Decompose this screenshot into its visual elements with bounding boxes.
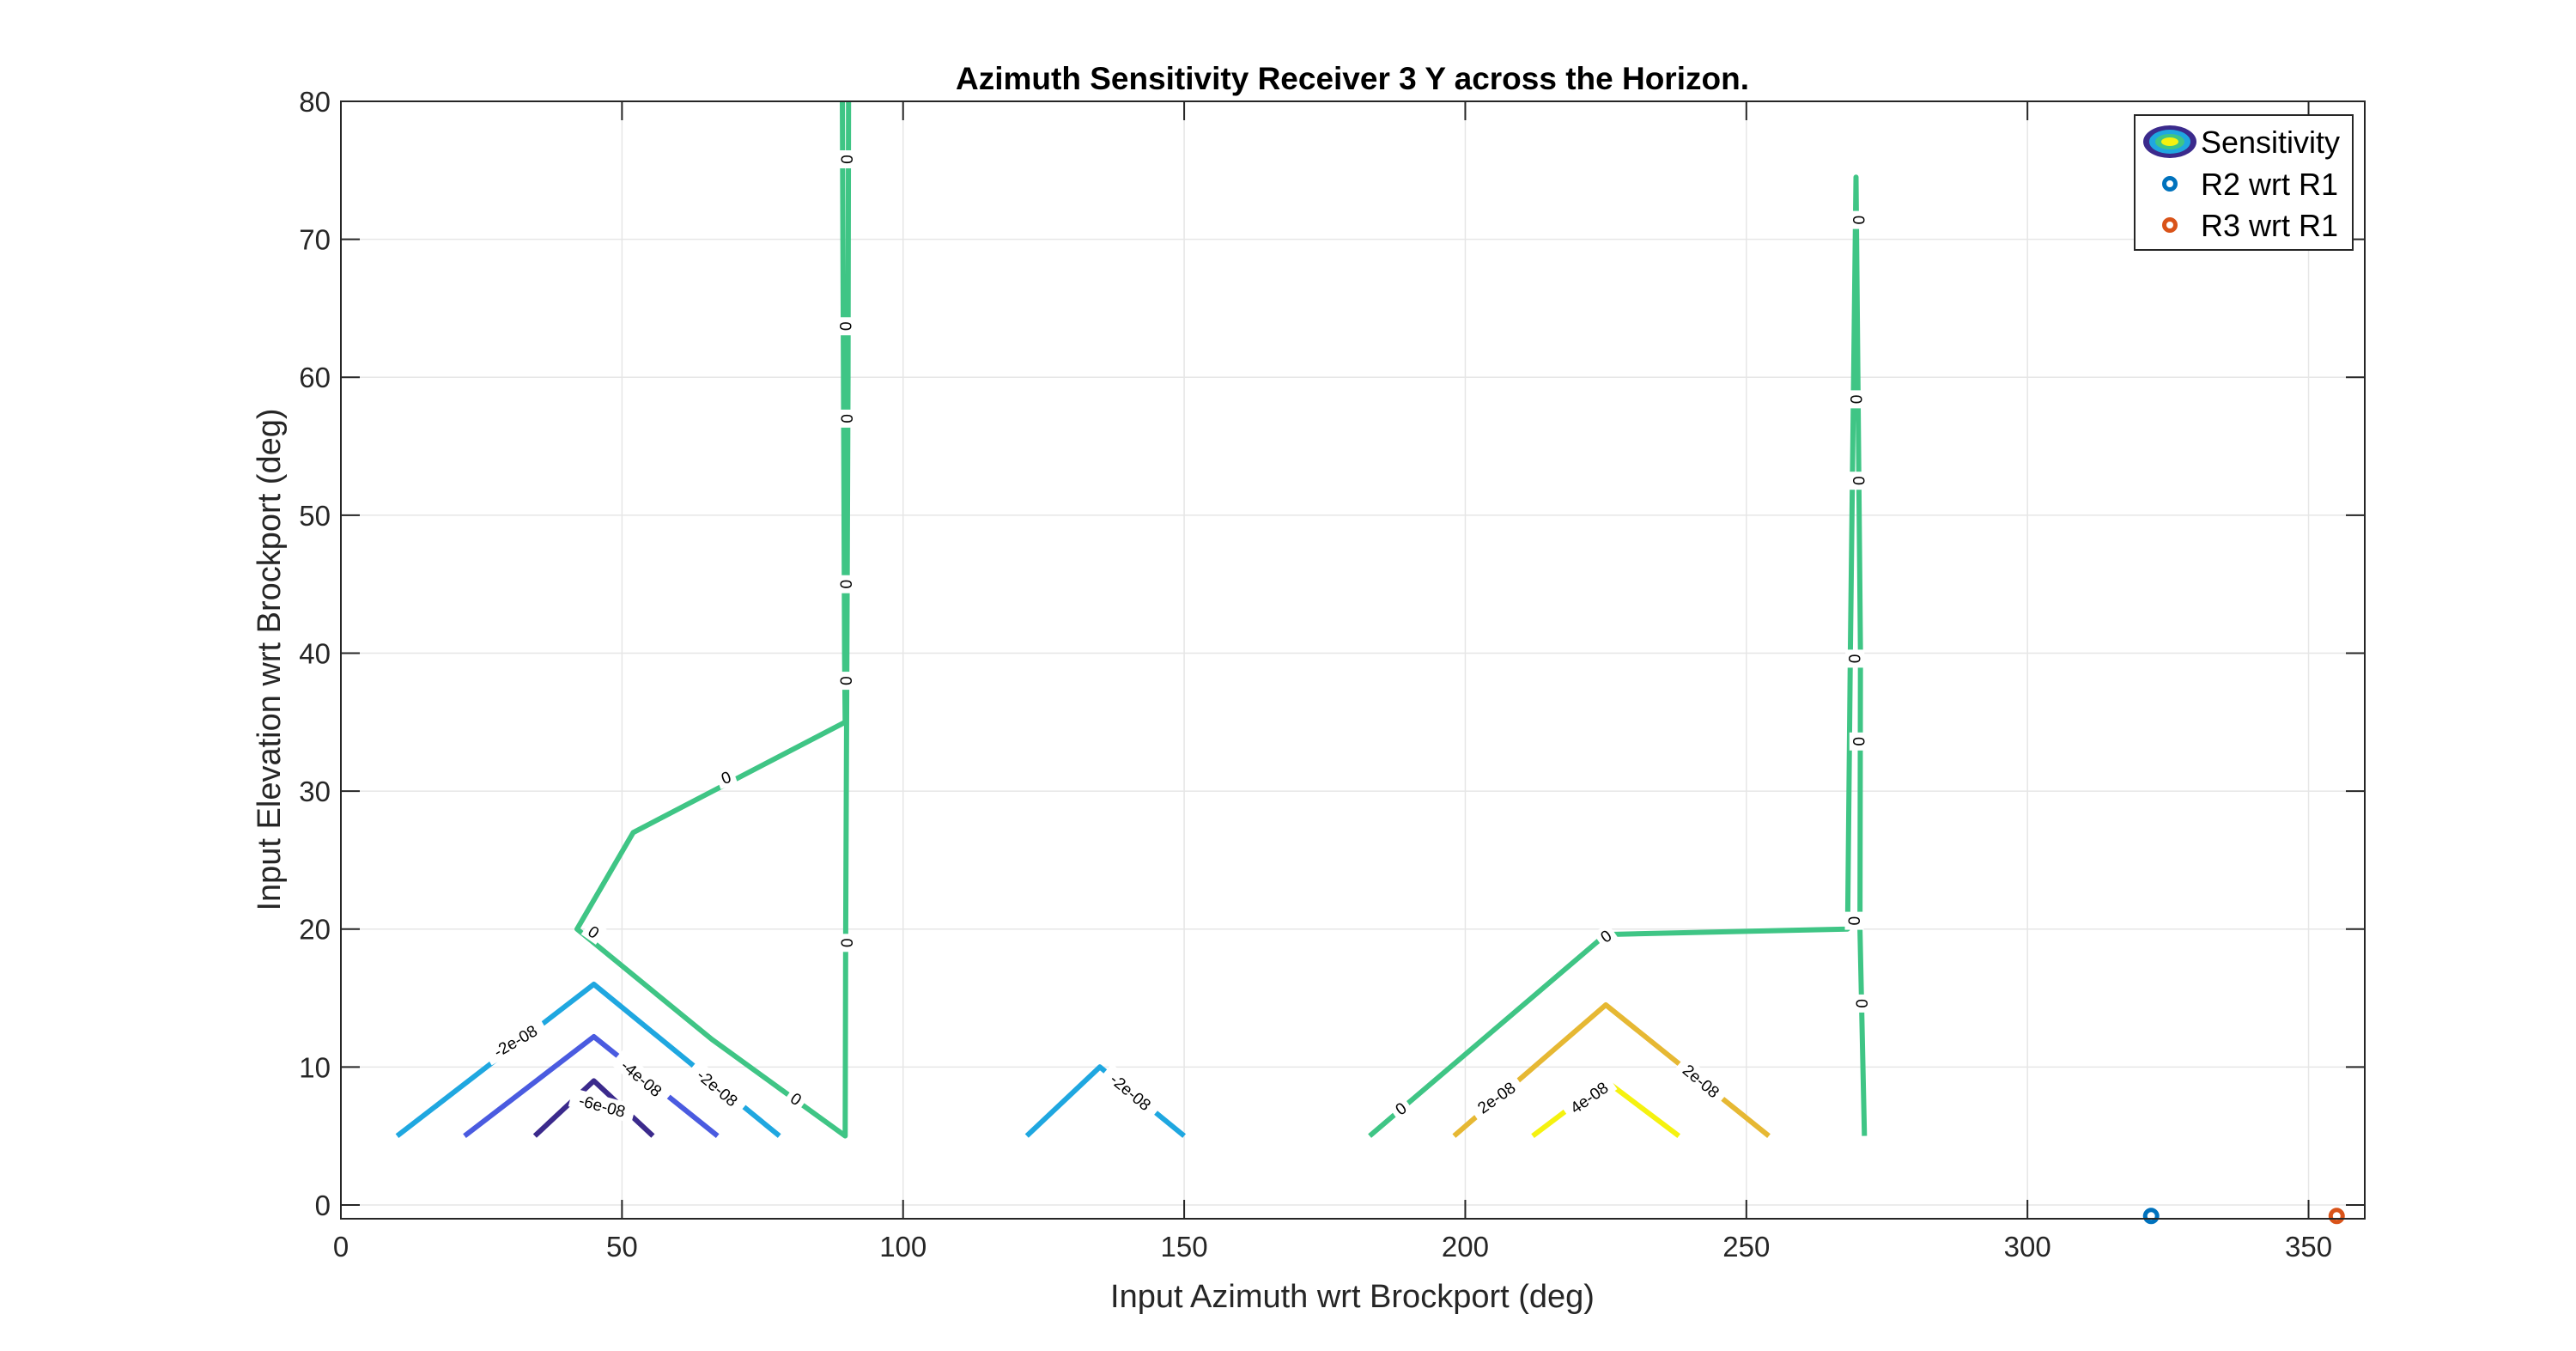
contour-label-text: 0 <box>836 676 854 685</box>
contour-label-gap <box>1388 1095 1414 1122</box>
contour-label-text: 0 <box>1846 395 1864 405</box>
contour-label-text: 0 <box>1849 216 1867 225</box>
y-tick-label: 80 <box>299 86 331 118</box>
contour-label-gap <box>580 918 607 945</box>
contour-label: 0 <box>1388 1095 1414 1122</box>
contour-label: 0 <box>836 575 856 593</box>
x-tick-label: 300 <box>2004 1231 2051 1263</box>
contour-label-gap <box>1593 922 1619 949</box>
contour-label-gap <box>1847 390 1867 409</box>
x-tick-label: 50 <box>606 1231 638 1263</box>
contour-label-text: 0 <box>836 580 854 589</box>
grid-lines <box>340 100 2365 1219</box>
contour-label: 0 <box>1849 732 1868 751</box>
x-tick-label: 100 <box>879 1231 927 1263</box>
contour-label: 0 <box>836 409 857 428</box>
y-tick-label: 50 <box>299 500 331 532</box>
contour-label: 0 <box>1844 911 1864 930</box>
contour-label-gap <box>1099 1063 1163 1121</box>
contour-line <box>463 1034 720 1138</box>
contour-label: 0 <box>1844 649 1865 668</box>
x-tick-label: 150 <box>1161 1231 1208 1263</box>
contour-label: 0 <box>1849 210 1868 229</box>
contour-label-gap <box>611 1050 673 1107</box>
chart-title: Azimuth Sensitivity Receiver 3 Y across … <box>956 61 1749 96</box>
legend-marker-r2 <box>2162 176 2178 192</box>
contour-label-gap <box>1849 210 1868 229</box>
legend-marker-r3 <box>2162 217 2178 233</box>
y-tick-label: 60 <box>299 362 331 393</box>
legend-label-r2: R2 wrt R1 <box>2201 167 2338 202</box>
contour-label-gap <box>1560 1074 1618 1122</box>
contour-label-text: 0 <box>835 322 854 332</box>
contour-label: 0 <box>836 150 857 168</box>
y-tick-label: 20 <box>299 914 331 946</box>
y-tick-label: 10 <box>299 1051 331 1083</box>
contour-label-gap <box>783 1086 810 1112</box>
contour-label: 0 <box>1852 994 1872 1013</box>
receiver-marker <box>2328 1208 2345 1225</box>
x-tick-label: 0 <box>333 1231 349 1263</box>
contour-label: 0 <box>836 934 857 952</box>
contour-label: 0 <box>1849 472 1868 490</box>
contour-label-text: 0 <box>836 414 854 423</box>
x-axis-label: Input Azimuth wrt Brockport (deg) <box>1110 1279 1595 1315</box>
contour-line <box>574 100 852 1139</box>
contour-label-gap <box>836 575 856 593</box>
contour-line <box>1368 174 1868 1138</box>
contour-label-text: 0 <box>1844 916 1862 926</box>
contour-label-text: 0 <box>1844 654 1862 664</box>
y-tick-label: 30 <box>299 776 331 807</box>
receiver-marker <box>2142 1208 2160 1225</box>
axes-box <box>340 100 2366 1220</box>
contour-label-text: 0 <box>1849 737 1867 746</box>
receiver-markers <box>2142 1208 2345 1225</box>
contour-label-text: 0 <box>836 155 854 164</box>
contour-label-gap <box>836 672 856 691</box>
contour-label-gap <box>1467 1074 1525 1122</box>
y-tick-label: 70 <box>299 224 331 256</box>
y-tick-labels: 0 10 20 30 40 50 60 70 80 <box>299 86 331 1221</box>
x-tick-label: 350 <box>2285 1231 2332 1263</box>
contour-label-gap <box>1849 732 1868 751</box>
contour-label-gap <box>568 1087 636 1123</box>
contour-label-gap <box>837 150 857 168</box>
contour-label: 0 <box>1593 922 1619 949</box>
y-tick-label: 0 <box>315 1190 331 1221</box>
contour-label-gap <box>1845 649 1865 668</box>
contour-label-text: 0 <box>1852 999 1870 1008</box>
x-tick-labels: 0 50 100 150 200 250 300 350 <box>333 1231 2332 1263</box>
legend-label-sensitivity: Sensitivity <box>2201 125 2340 160</box>
contour-label-gap <box>686 1059 749 1117</box>
contour-label: 0 <box>714 765 738 789</box>
legend: Sensitivity R2 wrt R1 R3 wrt R1 <box>2134 114 2354 251</box>
contour-label: 0 <box>783 1086 810 1112</box>
contour-label: 0 <box>580 918 607 945</box>
contour-label: 0 <box>1846 390 1867 409</box>
contour-label-gap <box>837 934 857 952</box>
legend-label-r3: R3 wrt R1 <box>2201 208 2338 243</box>
x-tick-label: 200 <box>1442 1231 1489 1263</box>
contour-label-gap <box>1849 472 1868 490</box>
contour-label: 0 <box>836 672 856 691</box>
contour-label-gap <box>837 409 857 428</box>
contour-label-gap <box>1852 994 1872 1013</box>
y-tick-label: 40 <box>299 637 331 669</box>
contour-label: 0 <box>835 317 855 336</box>
contour-label-text: 0 <box>836 939 854 948</box>
y-axis-label: Input Elevation wrt Brockport (deg) <box>252 408 288 910</box>
x-tick-label: 250 <box>1722 1231 1770 1263</box>
contour-line <box>532 1078 655 1138</box>
contour-label-gap <box>835 317 855 336</box>
contour-label-text: 0 <box>1849 476 1867 485</box>
plot-area <box>341 101 2365 1219</box>
sensitivity-legend-icon <box>2143 125 2196 158</box>
contour-label-gap <box>1844 911 1864 930</box>
contour-label-gap <box>714 765 738 789</box>
contour-label-gap <box>1674 1056 1729 1106</box>
contour-label-gap <box>482 1016 549 1066</box>
contour-line <box>1024 1064 1186 1138</box>
